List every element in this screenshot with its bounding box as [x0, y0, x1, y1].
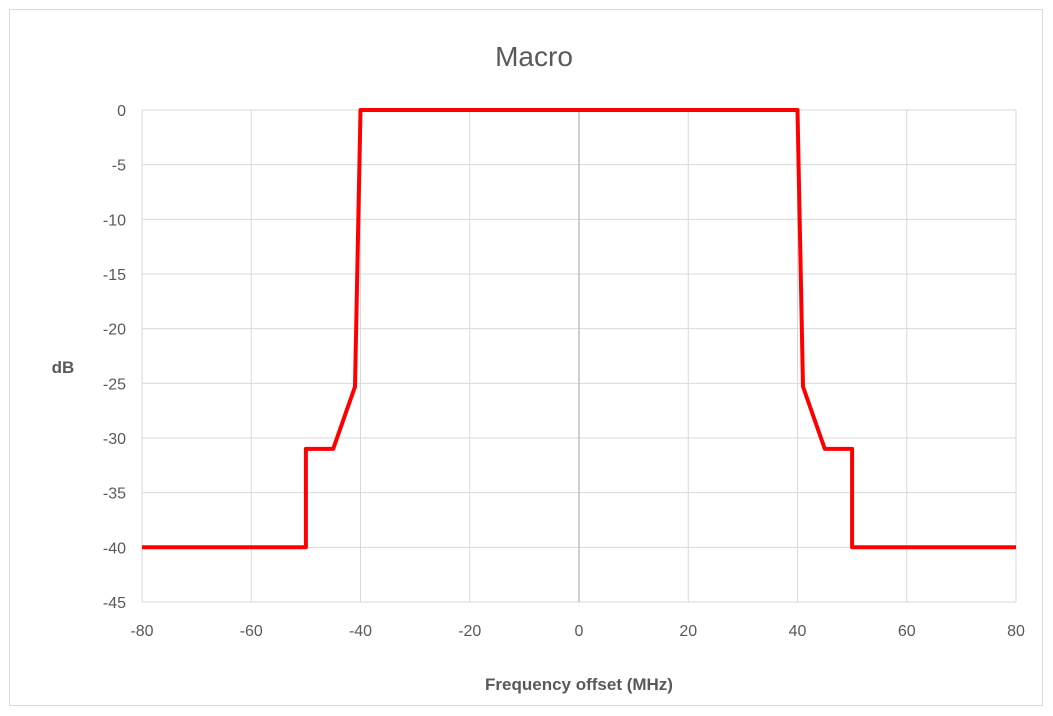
y-axis-title: dB [52, 358, 75, 377]
y-tick-labels: 0 -5 -10 -15 -20 -25 -30 -35 -40 -45 [103, 103, 126, 612]
y-tick-label: -45 [103, 595, 126, 612]
x-tick-label: -80 [130, 623, 153, 640]
y-tick-label: -35 [103, 486, 126, 503]
x-tick-label: -20 [458, 623, 481, 640]
series-line [142, 108, 1016, 550]
y-tick-label: 0 [117, 103, 126, 120]
x-tick-label: 80 [1007, 623, 1025, 640]
x-tick-label: 20 [679, 623, 697, 640]
y-tick-label: -15 [103, 267, 126, 284]
y-tick-label: -40 [103, 540, 126, 557]
y-tick-label: -25 [103, 376, 126, 393]
y-tick-label: -20 [103, 322, 126, 339]
y-tick-label: -30 [103, 431, 126, 448]
gridlines [141, 109, 1017, 603]
x-tick-label: -40 [349, 623, 372, 640]
chart-svg: 0 -5 -10 -15 -20 -25 -30 -35 -40 -45 -80 -60 -40 -20… [52, 41, 1025, 694]
y-tick-label: -10 [103, 212, 126, 229]
chart-frame: 0 -5 -10 -15 -20 -25 -30 -35 -40 -45 -80 -60 -40 -20… [9, 9, 1043, 706]
x-tick-label: 60 [898, 623, 916, 640]
chart-title: Macro [495, 41, 573, 72]
y-tick-label: -5 [112, 158, 126, 175]
x-axis-title: Frequency offset (MHz) [485, 675, 673, 694]
x-tick-label: -60 [240, 623, 263, 640]
series-layer [142, 108, 1016, 550]
x-tick-labels: -80 -60 -40 -20 0 20 40 60 80 [130, 623, 1025, 640]
x-tick-label: 0 [575, 623, 584, 640]
x-tick-label: 40 [789, 623, 807, 640]
